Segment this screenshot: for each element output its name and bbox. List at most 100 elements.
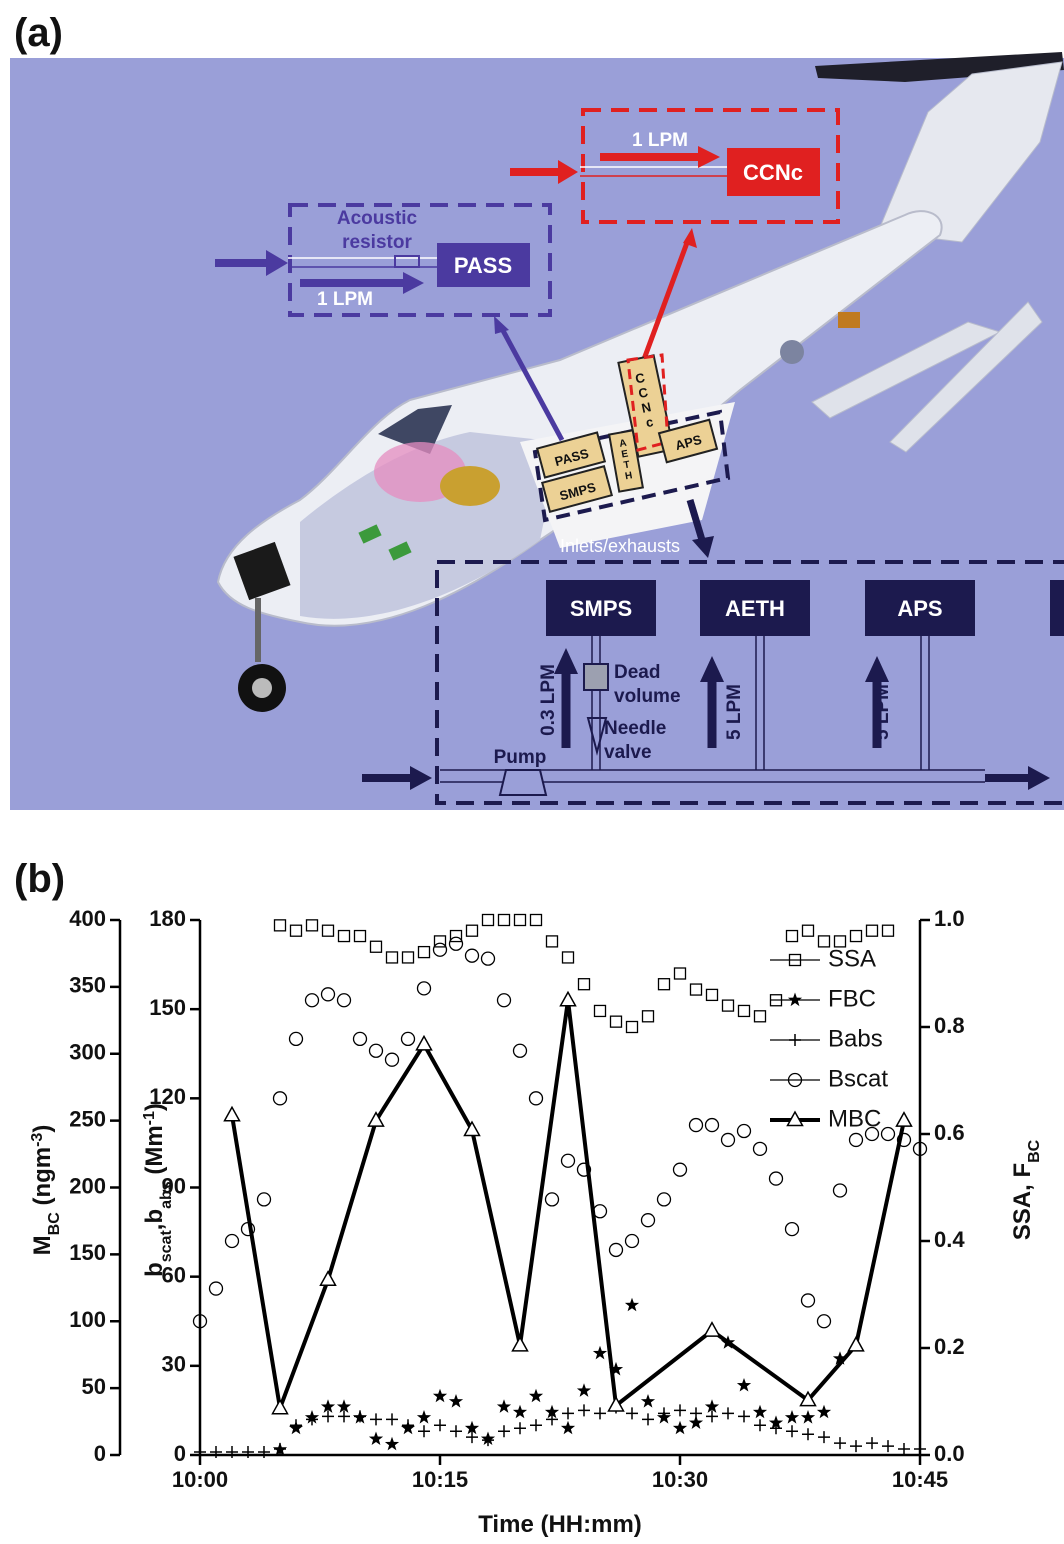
marker-circle	[658, 1193, 671, 1206]
marker-circle	[818, 1315, 831, 1328]
instrument-label: AETH	[725, 596, 785, 621]
title-part: scat	[158, 1230, 175, 1263]
y-tick-label: 90	[162, 1173, 186, 1198]
marker-square	[515, 915, 526, 926]
marker-square	[531, 915, 542, 926]
marker-square	[403, 952, 414, 963]
figure: (a) Acoustic resistor 1 LPM	[0, 0, 1064, 1544]
marker-plus	[898, 1443, 910, 1455]
marker-plus	[402, 1419, 414, 1431]
y-tick-label: 30	[162, 1352, 186, 1377]
marker-circle	[482, 952, 495, 965]
y-tick-label: 1.0	[934, 906, 965, 931]
airplane-part	[440, 466, 500, 506]
marker-circle	[850, 1133, 863, 1146]
marker-star	[593, 1346, 607, 1360]
flow-label: 5 LPM	[724, 684, 745, 740]
y-tick-label: 100	[69, 1307, 106, 1332]
y-tick-label: 0.6	[934, 1120, 965, 1145]
marker-circle	[626, 1235, 639, 1248]
instrument-label: APS	[897, 596, 942, 621]
marker-circle	[466, 949, 479, 962]
panel-label: (b)	[14, 857, 65, 901]
resistor-label: resistor	[342, 232, 412, 253]
marker-circle	[706, 1119, 719, 1132]
marker-circle	[674, 1163, 687, 1176]
marker-square	[611, 1016, 622, 1027]
marker-plus	[802, 1428, 814, 1440]
flow-label: 5 LPM	[872, 684, 893, 740]
marker-plus	[306, 1413, 318, 1425]
airplane-part	[252, 678, 272, 698]
marker-star	[529, 1389, 543, 1403]
marker-plus	[274, 1443, 286, 1455]
marker-plus	[786, 1425, 798, 1437]
marker-plus	[818, 1431, 830, 1443]
inlets-label: Inlets/exhausts	[560, 536, 680, 556]
marker-plus	[690, 1407, 702, 1419]
marker-star	[577, 1383, 591, 1397]
instrument-label: PASS	[454, 253, 512, 278]
y-tick-label: 350	[69, 973, 106, 998]
y-tick-label: 60	[162, 1262, 186, 1287]
legend-label: MBC	[828, 1105, 881, 1132]
marker-circle	[770, 1172, 783, 1185]
title-part: )	[29, 1125, 56, 1133]
marker-circle	[786, 1223, 799, 1236]
marker-square	[419, 947, 430, 958]
marker-triangle	[273, 1400, 288, 1414]
airplane-part	[780, 340, 804, 364]
marker-plus	[658, 1407, 670, 1419]
marker-circle	[642, 1214, 655, 1227]
y2-axis-title: SSA, FBC	[1009, 1139, 1043, 1240]
title-part: BC	[46, 1212, 63, 1236]
marker-circle	[722, 1133, 735, 1146]
y-tick-label: 50	[82, 1374, 106, 1399]
marker-square	[579, 979, 590, 990]
legend-marker	[788, 993, 802, 1007]
marker-circle	[450, 937, 463, 950]
marker-star	[785, 1410, 799, 1424]
marker-square	[867, 925, 878, 936]
marker-square	[371, 941, 382, 952]
marker-star	[433, 1389, 447, 1403]
y-tick-label: 0.2	[934, 1334, 965, 1359]
marker-plus	[914, 1443, 926, 1455]
y-tick-label: 0	[174, 1441, 186, 1466]
marker-circle	[514, 1044, 527, 1057]
page: Aircraft instrument layout and time seri…	[0, 0, 1064, 1544]
marker-plus	[418, 1425, 430, 1437]
marker-plus	[882, 1440, 894, 1452]
marker-star	[737, 1378, 751, 1392]
marker-circle	[754, 1142, 767, 1155]
marker-square	[643, 1011, 654, 1022]
marker-star	[385, 1437, 399, 1451]
legend-marker	[789, 1034, 801, 1046]
manifold-part	[584, 664, 608, 690]
marker-square	[355, 931, 366, 942]
marker-circle	[226, 1235, 239, 1248]
marker-square	[851, 931, 862, 942]
marker-plus	[834, 1437, 846, 1449]
marker-triangle	[897, 1113, 912, 1127]
marker-square	[723, 1000, 734, 1011]
series-line	[232, 1000, 904, 1408]
marker-circle	[354, 1032, 367, 1045]
marker-circle	[306, 994, 319, 1007]
marker-plus	[546, 1413, 558, 1425]
flow-label: 0.3 LPM	[538, 664, 559, 736]
marker-triangle	[321, 1272, 336, 1286]
marker-square	[627, 1022, 638, 1033]
marker-square	[467, 925, 478, 936]
marker-square	[787, 931, 798, 942]
y-tick-label: 150	[149, 995, 186, 1020]
marker-circle	[258, 1193, 271, 1206]
page-body: { "panel_a": { "label": "(a)", "pass_box…	[0, 0, 1064, 1544]
x-axis-title: Time (HH:mm)	[478, 1511, 642, 1538]
pump-label: Pump	[494, 747, 547, 768]
panel-label: (a)	[14, 11, 63, 55]
marker-plus	[514, 1422, 526, 1434]
marker-plus	[450, 1425, 462, 1437]
title-part: M	[29, 1235, 56, 1255]
dead-volume-label: Dead	[614, 662, 660, 683]
